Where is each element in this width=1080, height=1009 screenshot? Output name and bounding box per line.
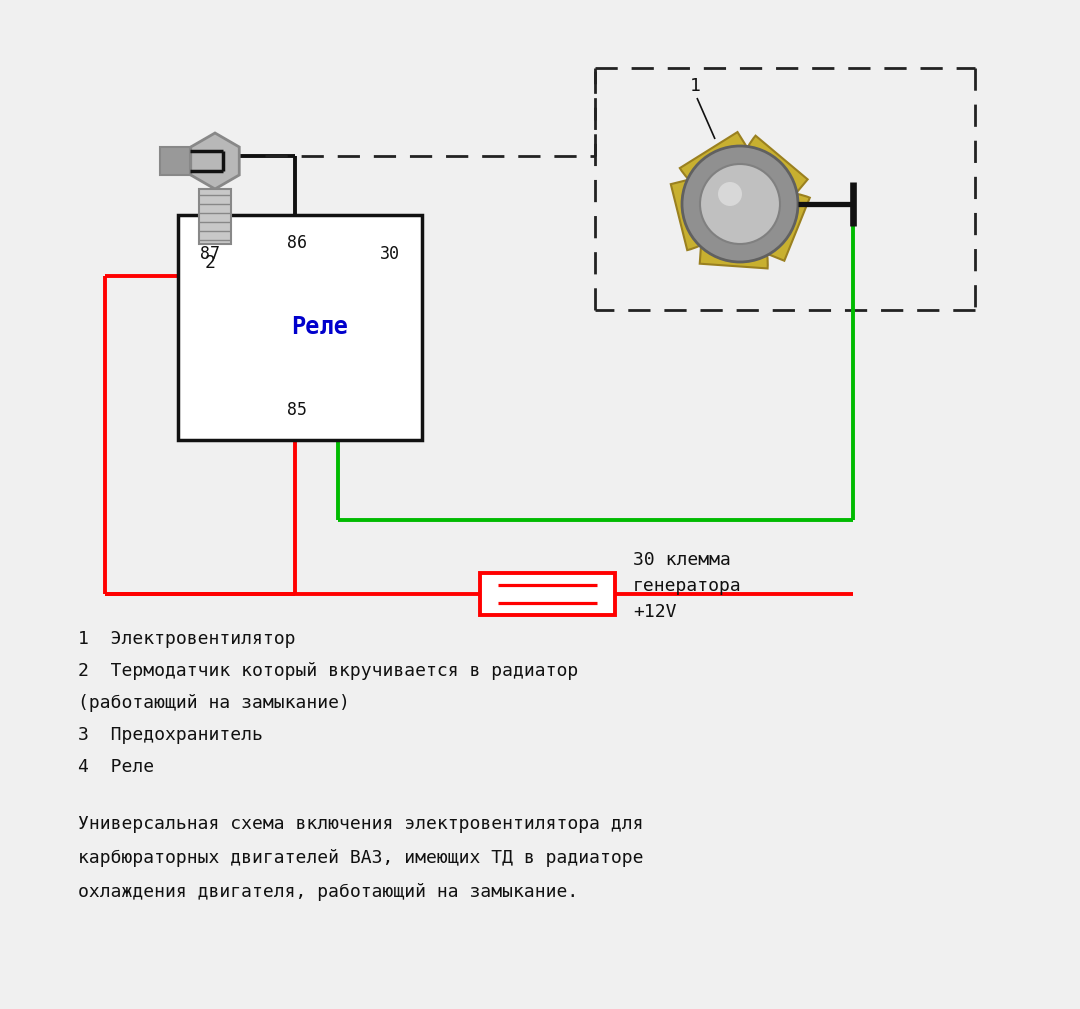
- Text: 1  Электровентилятор: 1 Электровентилятор: [78, 630, 296, 648]
- Polygon shape: [191, 133, 240, 189]
- Wedge shape: [679, 132, 773, 200]
- Wedge shape: [740, 135, 808, 231]
- Wedge shape: [700, 196, 768, 268]
- Bar: [160, 147, 190, 175]
- Circle shape: [681, 146, 798, 262]
- Circle shape: [700, 164, 780, 244]
- Wedge shape: [721, 193, 810, 260]
- Bar: [480, 573, 615, 615]
- Text: 2  Термодатчик который вкручивается в радиатор: 2 Термодатчик который вкручивается в рад…: [78, 662, 578, 680]
- Text: 86: 86: [287, 234, 307, 252]
- Text: охлаждения двигателя, работающий на замыкание.: охлаждения двигателя, работающий на замы…: [78, 883, 578, 901]
- Text: 30: 30: [380, 245, 400, 262]
- Bar: [178, 215, 422, 440]
- Text: карбюраторных двигателей ВАЗ, имеющих ТД в радиаторе: карбюраторных двигателей ВАЗ, имеющих ТД…: [78, 849, 644, 867]
- Bar: [199, 189, 231, 244]
- Text: 87: 87: [200, 245, 220, 262]
- Text: 85: 85: [287, 401, 307, 419]
- Text: 3  Предохранитель: 3 Предохранитель: [78, 726, 262, 744]
- Text: 2: 2: [204, 254, 215, 272]
- Text: Реле: Реле: [292, 316, 349, 339]
- Circle shape: [718, 182, 742, 206]
- Wedge shape: [671, 167, 739, 250]
- Text: (работающий на замыкание): (работающий на замыкание): [78, 694, 350, 712]
- Text: Универсальная схема включения электровентилятора для: Универсальная схема включения электровен…: [78, 815, 644, 833]
- Text: 1: 1: [689, 77, 701, 95]
- Text: 4  Реле: 4 Реле: [78, 758, 154, 776]
- Text: 30 клемма
генератора
+12V: 30 клемма генератора +12V: [633, 551, 742, 622]
